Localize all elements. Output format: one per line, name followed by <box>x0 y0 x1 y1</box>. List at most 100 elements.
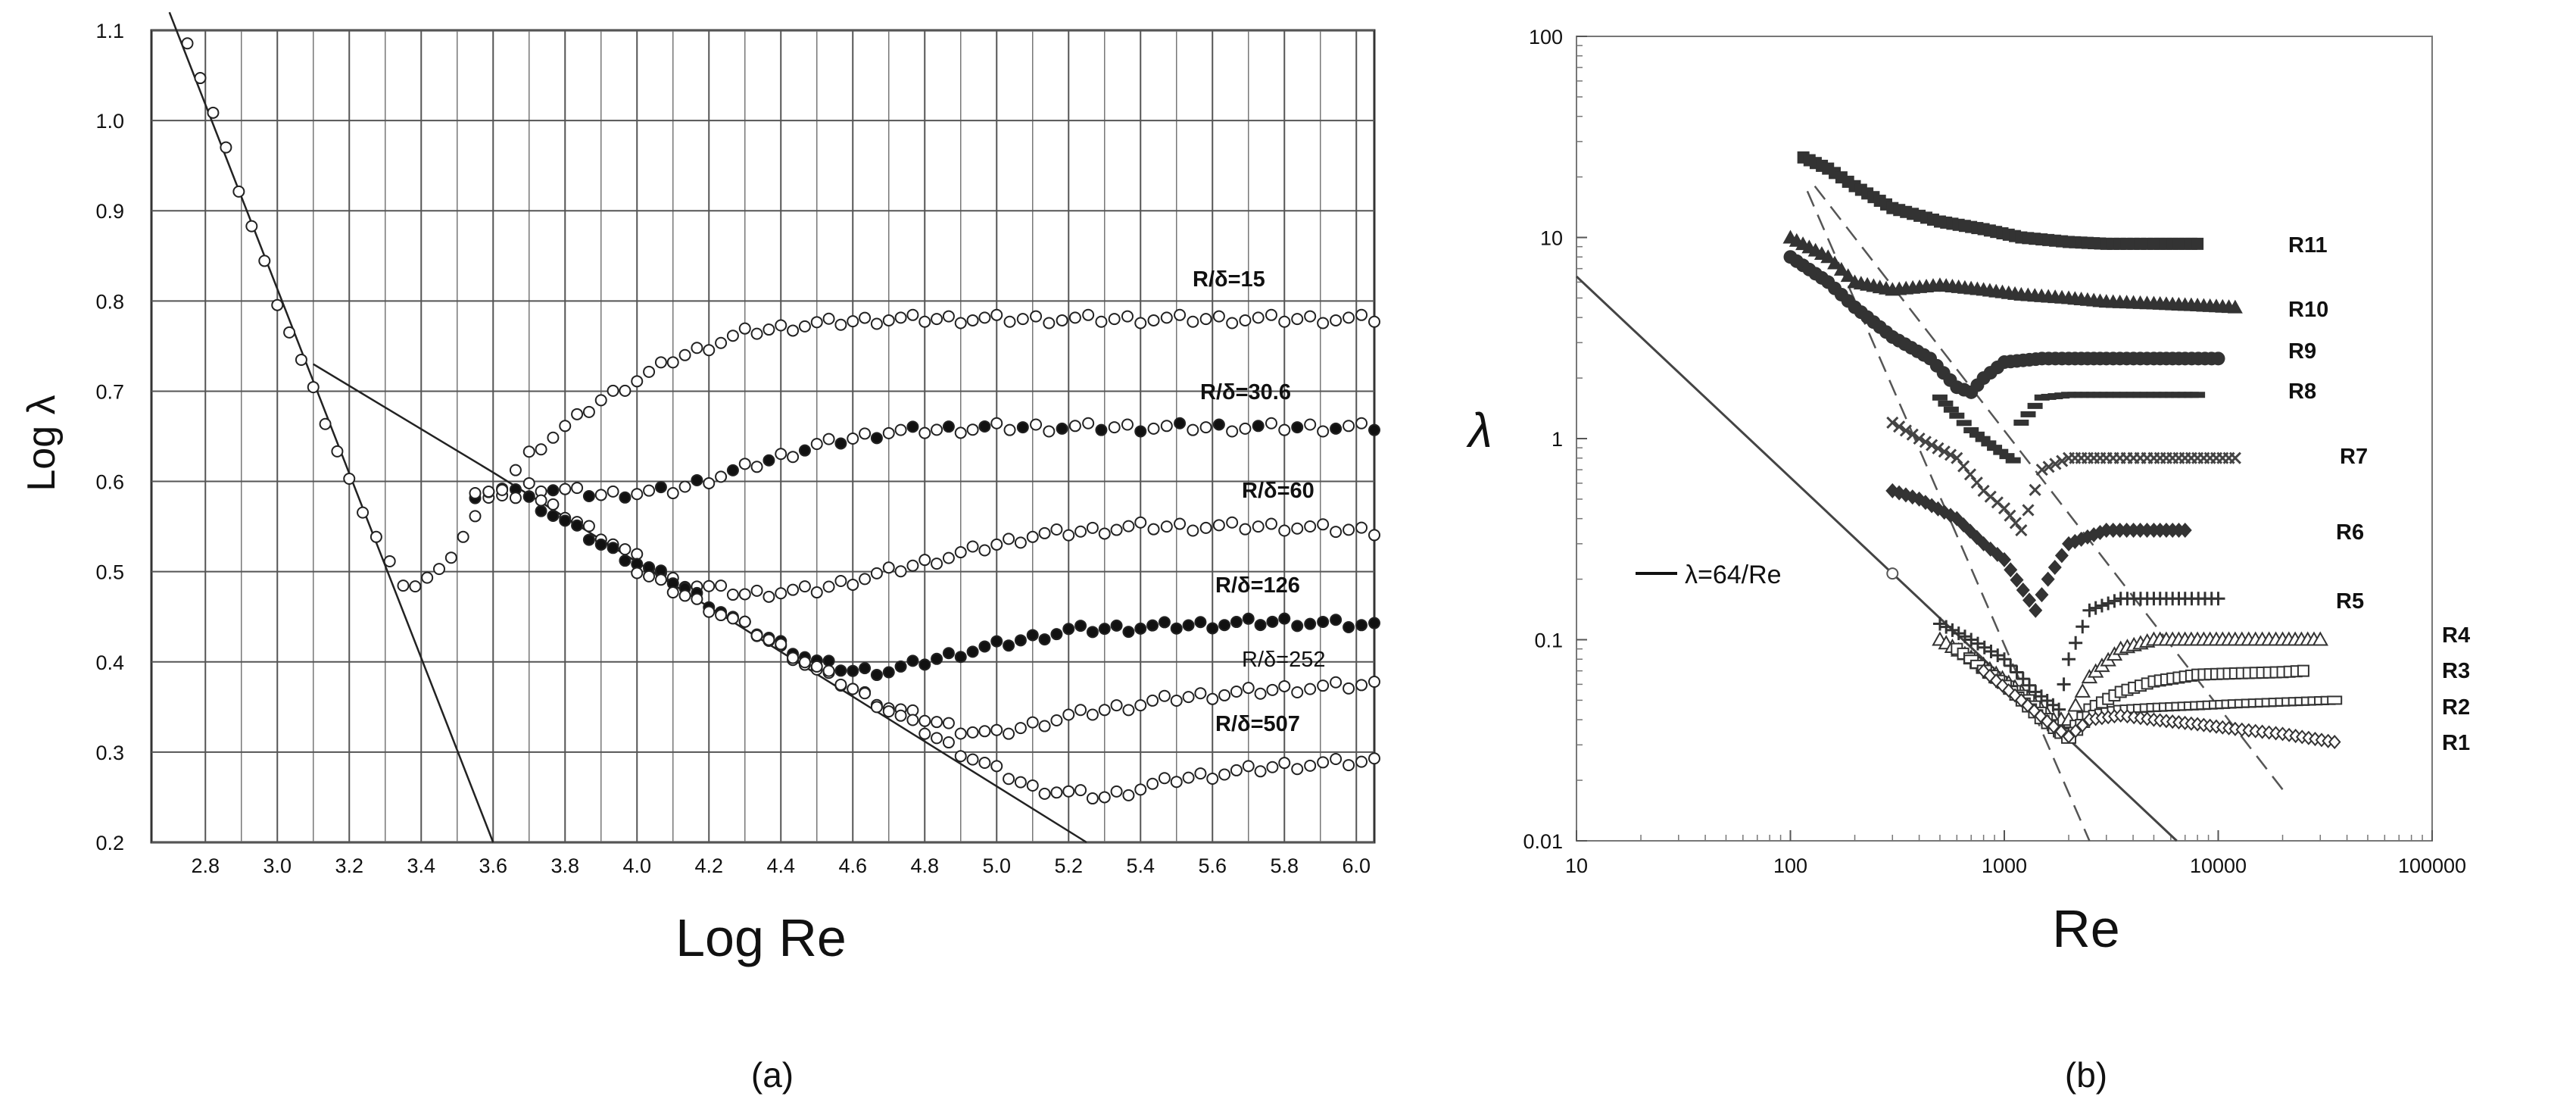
chart-a-ylabel: Log λ <box>20 395 64 491</box>
chart-a-point <box>954 546 967 559</box>
chart-a-point <box>1265 308 1277 321</box>
chart-a-point <box>870 317 883 330</box>
chart-a-point <box>1368 752 1380 765</box>
chart-a-point <box>931 558 943 570</box>
chart-a-point <box>1147 523 1160 536</box>
chart-a-point <box>954 426 967 439</box>
chart-a-ref-line-laminar <box>168 11 494 843</box>
chart-a-point <box>1355 308 1368 321</box>
chart-a-point <box>1230 686 1243 698</box>
chart-b-point <box>2056 454 2069 467</box>
chart-a-point <box>343 472 356 485</box>
chart-a-point <box>834 574 847 587</box>
chart-a-point <box>954 317 967 330</box>
chart-a-x-tick: 5.8 <box>1270 854 1299 877</box>
chart-a-point <box>594 489 607 501</box>
chart-a-point <box>918 727 931 740</box>
chart-a-point <box>1147 314 1160 326</box>
chart-a-point <box>942 647 955 660</box>
chart-b-point <box>2035 464 2048 476</box>
chart-a-y-tick: 0.8 <box>95 290 124 313</box>
chart-a-point <box>535 494 547 507</box>
chart-a-point <box>1304 683 1317 695</box>
chart-b-point <box>2094 598 2109 613</box>
chart-b-x-ticks: 10 100 1000 10000 100000 <box>1565 830 2466 877</box>
chart-b-point <box>2013 419 2029 426</box>
chart-a-point <box>894 311 907 324</box>
chart-b-x-tick: 10 <box>1565 854 1588 877</box>
chart-a-point <box>942 420 955 433</box>
chart-a-point <box>978 725 991 738</box>
chart-a-point <box>619 554 632 567</box>
chart-a-point <box>457 530 469 543</box>
chart-a-point <box>882 426 895 439</box>
chart-b-point <box>2227 299 2243 314</box>
chart-a-point <box>931 716 943 729</box>
chart-a-point <box>1074 784 1087 797</box>
chart-b-series-r8 <box>1932 392 2206 464</box>
chart-a-point <box>822 664 835 677</box>
chart-b-point <box>2042 461 2055 473</box>
chart-a-x-tick: 3.2 <box>335 854 363 877</box>
chart-a-point <box>978 544 991 557</box>
chart-a-x-tick: 5.2 <box>1054 854 1083 877</box>
chart-a-point <box>1098 704 1111 717</box>
chart-a-point <box>966 540 979 553</box>
curve-label-r5: R5 <box>2336 589 2364 614</box>
chart-a-point <box>1043 317 1056 330</box>
chart-a-point <box>726 612 739 625</box>
chart-a-point <box>1082 417 1095 429</box>
chart-a-point <box>1174 308 1187 321</box>
chart-a-point <box>522 490 535 503</box>
chart-b-point <box>2022 504 2035 517</box>
chart-b-point <box>1957 629 1972 644</box>
chart-a-point <box>1242 682 1255 695</box>
curve-label-r-delta-126: R/δ=126 <box>1215 573 1300 598</box>
chart-b-point <box>2052 702 2066 717</box>
chart-a-point <box>990 635 1003 648</box>
chart-a-point <box>1098 791 1111 804</box>
chart-a-point <box>1074 525 1087 538</box>
chart-a-point <box>798 320 811 333</box>
chart-a-point <box>738 322 751 335</box>
chart-b-series-r5 <box>1932 592 2225 717</box>
chart-a-point <box>726 330 739 342</box>
chart-a-point <box>990 538 1003 551</box>
chart-a-point <box>894 565 907 578</box>
chart-a-point <box>1003 315 1016 328</box>
chart-a-point <box>1194 687 1207 700</box>
chart-a-point <box>1160 311 1173 324</box>
chart-a-point <box>1158 616 1171 629</box>
chart-a-point <box>1110 699 1123 712</box>
chart-a-point <box>357 506 370 519</box>
chart-a-point <box>1218 689 1231 701</box>
chart-a-point <box>1026 779 1039 792</box>
chart-a-point <box>1158 689 1171 702</box>
chart-a-point <box>1239 523 1252 536</box>
chart-a-point <box>1134 425 1147 438</box>
chart-a-point <box>954 651 967 664</box>
chart-a-point <box>918 315 931 328</box>
chart-a-point <box>978 420 991 433</box>
chart-a-series-4 <box>522 490 1380 682</box>
chart-a-point <box>715 579 728 592</box>
chart-a-point <box>882 561 895 574</box>
chart-a-curve-labels: R/δ=15 R/δ=30.6 R/δ=60 R/δ=126 R/δ=252 R… <box>1193 267 1325 736</box>
chart-a-point <box>1265 417 1277 429</box>
chart-a-point <box>181 37 194 50</box>
chart-a-point <box>798 656 811 669</box>
chart-a-point <box>1212 310 1225 323</box>
chart-b-point <box>1827 255 1843 270</box>
chart-a-point <box>834 678 847 691</box>
chart-a-point <box>931 313 943 326</box>
chart-a-point <box>1050 628 1063 641</box>
chart-b-point <box>1932 617 1947 631</box>
chart-b-series-r6 <box>1885 483 2192 618</box>
chart-a-point <box>1278 612 1291 625</box>
chart-a-point <box>1226 425 1239 438</box>
chart-a-point <box>703 605 716 618</box>
chart-a-point <box>834 664 847 677</box>
chart-a-points <box>181 37 1380 805</box>
chart-a-point <box>666 356 679 369</box>
chart-a-point <box>703 579 716 592</box>
